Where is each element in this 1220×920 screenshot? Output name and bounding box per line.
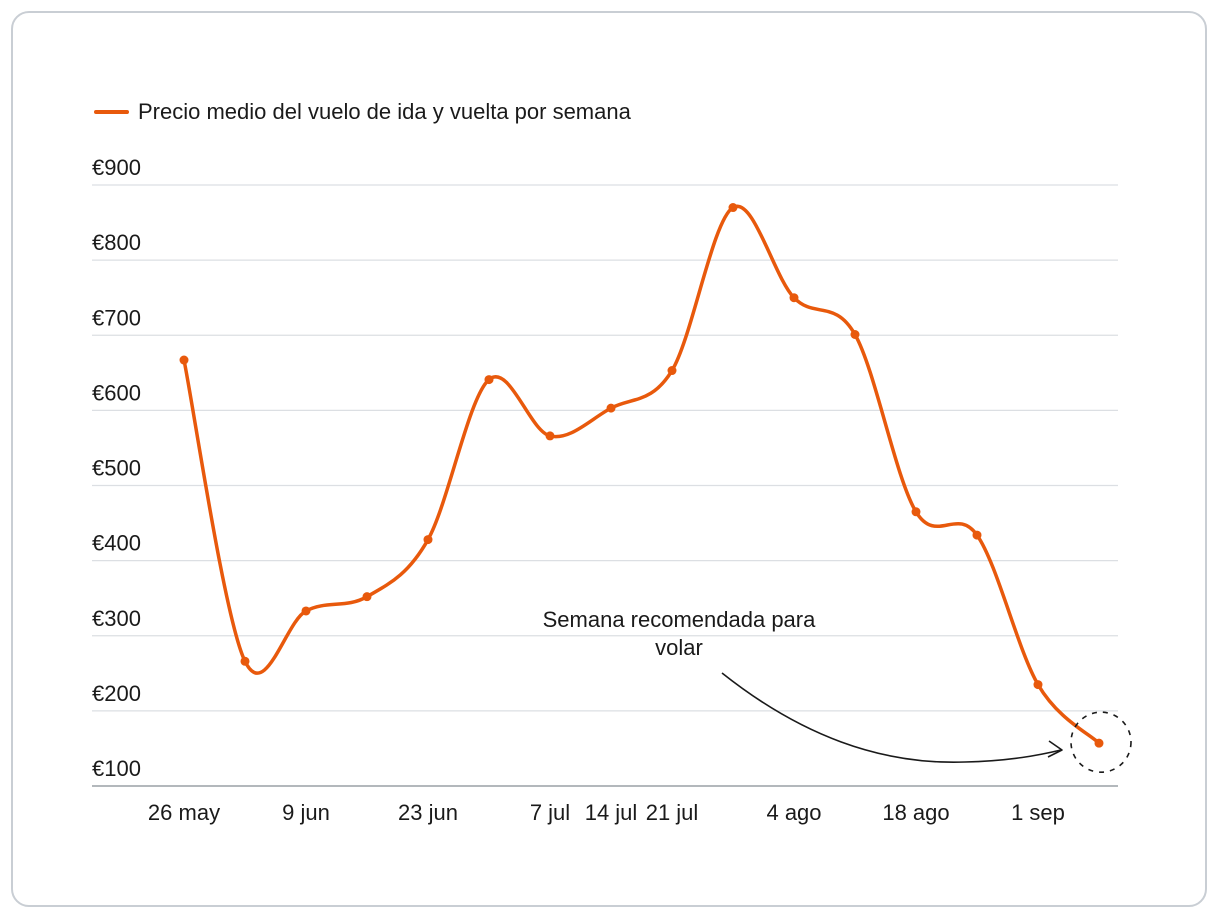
x-tick-label: 18 ago xyxy=(882,800,949,825)
annotation: Semana recomendada para volar xyxy=(543,607,1132,773)
y-tick-label: €100 xyxy=(92,756,141,781)
x-tick-label: 14 jul xyxy=(585,800,638,825)
data-point[interactable] xyxy=(1033,680,1043,690)
y-tick-label: €600 xyxy=(92,380,141,405)
x-tick-label: 4 ago xyxy=(766,800,821,825)
data-point[interactable] xyxy=(850,329,860,339)
y-tick-label: €200 xyxy=(92,681,141,706)
annotation-line-1: Semana recomendada para xyxy=(543,607,816,632)
annotation-line-2: volar xyxy=(655,635,703,660)
data-point[interactable] xyxy=(240,656,250,666)
y-tick-label: €300 xyxy=(92,606,141,631)
annotation-arrow xyxy=(721,672,1062,763)
y-tick-label: €700 xyxy=(92,305,141,330)
y-axis-labels: €100 €200 €300 €400 €500 €600 €700 €800 €900 xyxy=(92,155,141,781)
data-point[interactable] xyxy=(911,507,921,517)
chart-card xyxy=(11,11,1207,907)
data-point[interactable] xyxy=(789,293,799,303)
arrow-head xyxy=(1047,740,1063,758)
data-point[interactable] xyxy=(362,592,372,602)
data-point[interactable] xyxy=(728,203,738,213)
series-group xyxy=(179,203,1104,748)
series-line xyxy=(182,204,1101,745)
data-point[interactable] xyxy=(301,606,311,616)
data-point[interactable] xyxy=(423,535,433,545)
x-axis-labels: 26 may 9 jun 23 jun 7 jul 14 jul 21 jul 4 ago 1… xyxy=(148,800,1065,825)
x-tick-label: 1 sep xyxy=(1011,800,1065,825)
y-tick-label: €400 xyxy=(92,531,141,556)
data-point[interactable] xyxy=(972,530,982,540)
y-tick-label: €500 xyxy=(92,456,141,481)
x-tick-label: 23 jun xyxy=(398,800,458,825)
legend-label: Precio medio del vuelo de ida y vuelta p… xyxy=(138,99,632,124)
highlight-circle xyxy=(1070,711,1132,773)
data-point[interactable] xyxy=(667,366,677,376)
data-point[interactable] xyxy=(1094,738,1104,748)
x-tick-label: 21 jul xyxy=(646,800,699,825)
data-point[interactable] xyxy=(484,375,494,385)
x-tick-label: 7 jul xyxy=(530,800,570,825)
x-tick-label: 9 jun xyxy=(282,800,330,825)
legend: Precio medio del vuelo de ida y vuelta p… xyxy=(94,99,632,124)
y-tick-label: €800 xyxy=(92,230,141,255)
data-point[interactable] xyxy=(545,431,555,441)
data-point[interactable] xyxy=(606,403,616,413)
data-point[interactable] xyxy=(179,355,189,365)
grid-lines xyxy=(92,184,1118,787)
y-tick-label: €900 xyxy=(92,155,141,180)
x-tick-label: 26 may xyxy=(148,800,220,825)
